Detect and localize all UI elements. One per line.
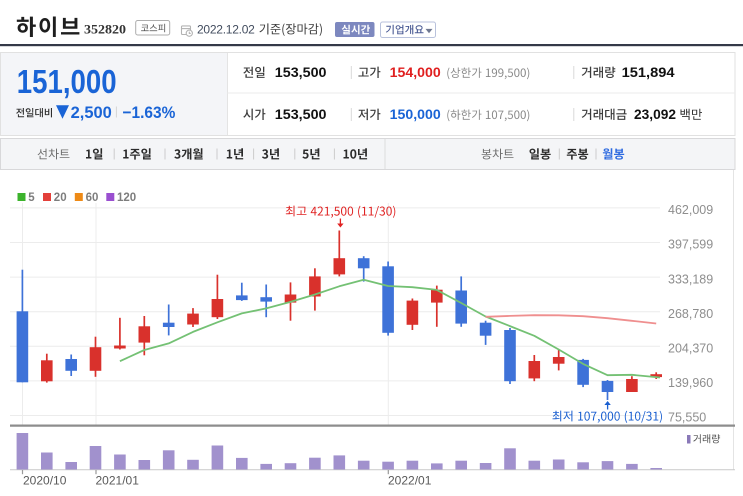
- svg-text:2020/10: 2020/10: [23, 474, 67, 488]
- svg-text:60: 60: [86, 192, 99, 204]
- svg-text:153,500: 153,500: [275, 64, 327, 80]
- svg-text:150,000: 150,000: [390, 106, 441, 122]
- svg-text:23,092: 23,092: [634, 106, 676, 122]
- svg-text:2022/01: 2022/01: [388, 474, 432, 488]
- svg-text:333,189: 333,189: [668, 272, 713, 286]
- svg-text:139,960: 139,960: [668, 376, 713, 390]
- svg-text:5: 5: [28, 192, 35, 204]
- svg-text:397,599: 397,599: [668, 238, 713, 252]
- svg-text:151,894: 151,894: [622, 64, 675, 80]
- svg-text:120: 120: [117, 192, 136, 204]
- svg-text:154,000: 154,000: [390, 64, 441, 80]
- svg-text:2022.12.02: 2022.12.02: [197, 23, 255, 37]
- svg-text:352820: 352820: [84, 21, 126, 36]
- svg-text:2,500: 2,500: [71, 103, 112, 122]
- svg-text:268,780: 268,780: [668, 307, 713, 321]
- svg-text:2021/01: 2021/01: [96, 474, 140, 488]
- svg-text:−1.63%: −1.63%: [123, 103, 176, 122]
- svg-text:151,000: 151,000: [17, 63, 117, 100]
- svg-text:20: 20: [54, 192, 67, 204]
- svg-text:75,550: 75,550: [668, 411, 706, 425]
- svg-text:462,009: 462,009: [668, 203, 713, 217]
- svg-text:204,370: 204,370: [668, 342, 713, 356]
- svg-text:153,500: 153,500: [275, 106, 327, 122]
